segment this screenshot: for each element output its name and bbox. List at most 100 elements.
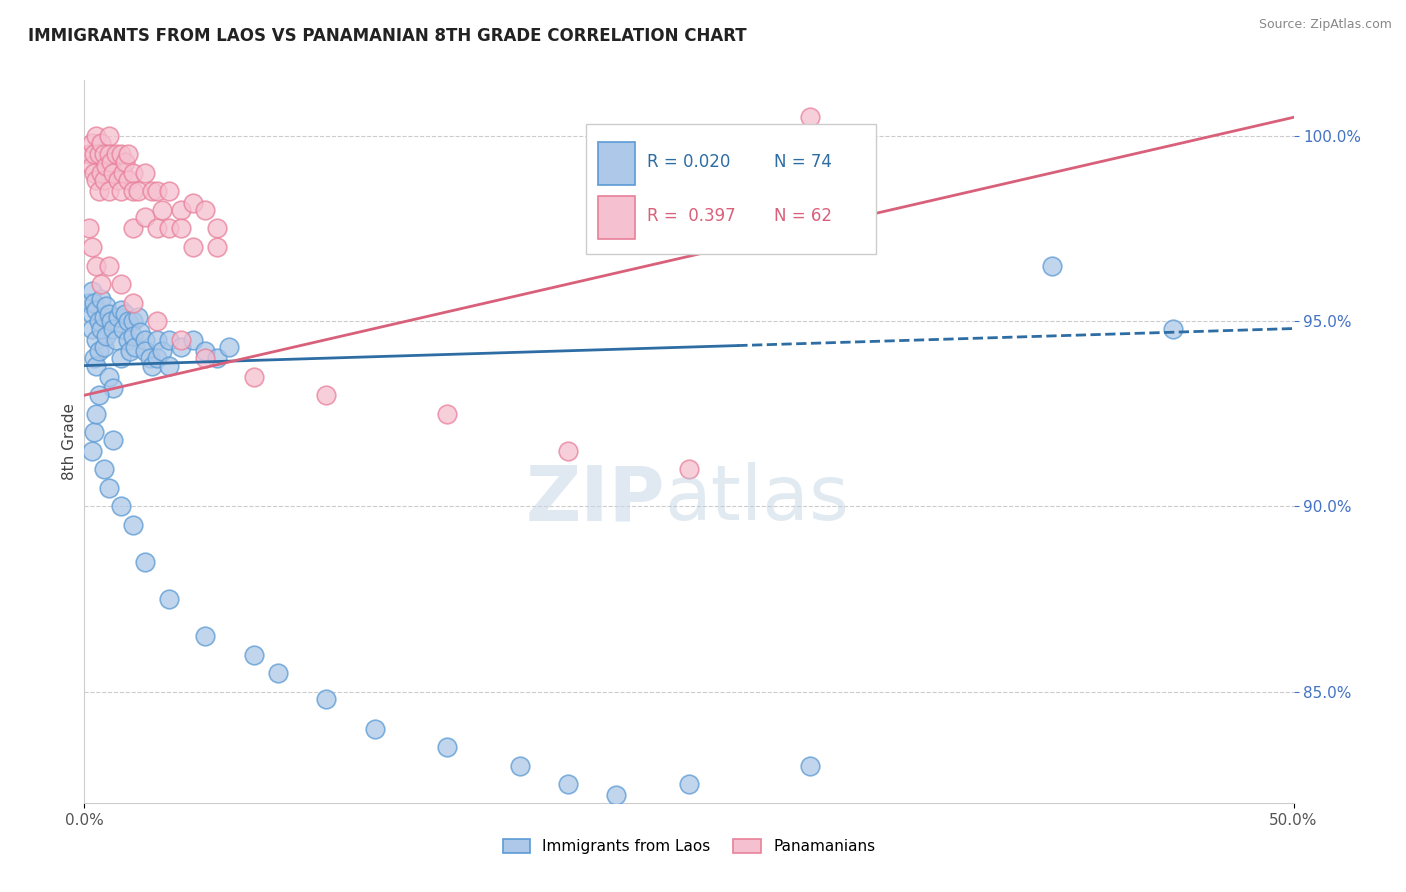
Point — [134, 333, 156, 347]
Point — [90, 136, 112, 151]
Point — [170, 340, 193, 354]
Point — [127, 310, 149, 325]
Point — [83, 147, 105, 161]
Point — [112, 166, 135, 180]
Point — [315, 388, 337, 402]
Point — [90, 292, 112, 306]
Point — [103, 166, 125, 180]
Text: N = 62: N = 62 — [773, 207, 831, 225]
Point — [117, 333, 139, 347]
Text: ZIP: ZIP — [526, 462, 665, 536]
Point — [134, 555, 156, 569]
Point — [114, 307, 136, 321]
Point — [138, 351, 160, 366]
Point — [121, 314, 143, 328]
Point — [181, 240, 204, 254]
Point — [141, 185, 163, 199]
Point — [194, 202, 217, 217]
Point — [93, 173, 115, 187]
Point — [194, 351, 217, 366]
Point — [134, 343, 156, 358]
Point — [194, 343, 217, 358]
Point — [157, 221, 180, 235]
Point — [267, 666, 290, 681]
Point — [80, 159, 103, 173]
Point — [110, 147, 132, 161]
Point — [80, 443, 103, 458]
Point — [110, 500, 132, 514]
Point — [77, 221, 100, 235]
Point — [121, 221, 143, 235]
Point — [83, 166, 105, 180]
Point — [110, 185, 132, 199]
Point — [87, 388, 110, 402]
Point — [129, 325, 152, 339]
Point — [436, 740, 458, 755]
Point — [134, 211, 156, 225]
Point — [80, 321, 103, 335]
Point — [242, 369, 264, 384]
Point — [103, 381, 125, 395]
Point — [678, 777, 700, 791]
Point — [194, 629, 217, 643]
Point — [121, 166, 143, 180]
Point — [110, 303, 132, 318]
Point — [363, 722, 385, 736]
FancyBboxPatch shape — [586, 124, 876, 253]
Point — [146, 221, 169, 235]
Point — [146, 314, 169, 328]
Point — [112, 321, 135, 335]
Point — [150, 343, 173, 358]
Point — [77, 147, 100, 161]
Point — [121, 329, 143, 343]
Text: N = 74: N = 74 — [773, 153, 831, 171]
Text: R = 0.020: R = 0.020 — [647, 153, 730, 171]
Point — [146, 333, 169, 347]
Point — [121, 185, 143, 199]
Point — [120, 343, 142, 358]
Point — [181, 333, 204, 347]
Point — [94, 159, 117, 173]
Bar — [599, 196, 634, 239]
Point — [207, 240, 229, 254]
Point — [150, 202, 173, 217]
Point — [87, 314, 110, 328]
Point — [77, 295, 100, 310]
Point — [170, 202, 193, 217]
Point — [93, 310, 115, 325]
Point — [86, 333, 108, 347]
Point — [110, 277, 132, 291]
Text: R =  0.397: R = 0.397 — [647, 207, 735, 225]
Point — [97, 369, 120, 384]
Point — [157, 333, 180, 347]
Point — [218, 340, 240, 354]
Point — [94, 329, 117, 343]
Point — [121, 517, 143, 532]
Text: IMMIGRANTS FROM LAOS VS PANAMANIAN 8TH GRADE CORRELATION CHART: IMMIGRANTS FROM LAOS VS PANAMANIAN 8TH G… — [28, 27, 747, 45]
Point — [100, 314, 122, 328]
Point — [1161, 321, 1184, 335]
Point — [146, 351, 169, 366]
Y-axis label: 8th Grade: 8th Grade — [62, 403, 77, 480]
Point — [157, 359, 180, 373]
Point — [97, 481, 120, 495]
Point — [94, 299, 117, 313]
Point — [86, 359, 108, 373]
Point — [87, 343, 110, 358]
Bar — [599, 142, 634, 185]
Point — [107, 310, 129, 325]
Point — [207, 351, 229, 366]
Point — [315, 692, 337, 706]
Point — [103, 321, 125, 335]
Point — [80, 285, 103, 299]
Point — [80, 136, 103, 151]
Point — [97, 128, 120, 143]
Point — [86, 128, 108, 143]
Point — [80, 307, 103, 321]
Point — [678, 462, 700, 476]
Point — [83, 425, 105, 440]
Point — [117, 147, 139, 161]
Point — [170, 221, 193, 235]
Point — [104, 147, 127, 161]
Point — [117, 173, 139, 187]
